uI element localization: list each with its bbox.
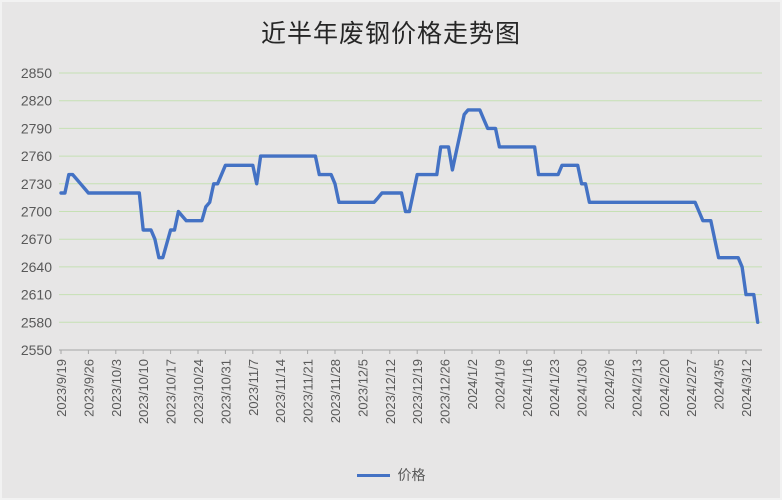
x-axis-label: 2023/11/28 bbox=[328, 359, 343, 423]
x-axis-label: 2024/3/12 bbox=[739, 359, 754, 417]
x-axis-label: 2023/11/21 bbox=[301, 359, 316, 423]
y-axis-label: 2820 bbox=[21, 93, 52, 109]
x-axis-label: 2023/12/26 bbox=[438, 359, 453, 424]
chart-legend: 价格 bbox=[2, 465, 780, 485]
x-axis-label: 2023/9/19 bbox=[54, 359, 69, 417]
x-axis-label: 2023/10/24 bbox=[191, 359, 206, 424]
x-axis-label: 2023/12/19 bbox=[410, 359, 425, 424]
x-axis-label: 2024/1/9 bbox=[492, 359, 507, 410]
y-axis-label: 2550 bbox=[21, 342, 52, 358]
price-line bbox=[59, 108, 760, 324]
y-axis-label: 2670 bbox=[21, 231, 52, 247]
legend-line-swatch bbox=[356, 473, 390, 477]
x-axis-label: 2024/2/13 bbox=[629, 359, 644, 417]
x-axis-label: 2023/10/31 bbox=[218, 359, 233, 424]
x-axis-label: 2024/1/16 bbox=[520, 359, 535, 417]
y-axis-label: 2700 bbox=[21, 204, 52, 220]
y-axis-label: 2850 bbox=[21, 65, 52, 81]
x-axis-label: 2024/2/6 bbox=[602, 359, 617, 410]
legend-series-label: 价格 bbox=[397, 467, 426, 483]
y-axis-label: 2580 bbox=[21, 314, 52, 330]
y-axis-label: 2610 bbox=[21, 287, 52, 303]
x-axis-label: 2023/11/7 bbox=[246, 359, 261, 416]
x-axis-label: 2024/1/23 bbox=[547, 359, 562, 417]
x-axis-label: 2024/2/20 bbox=[657, 359, 672, 417]
y-axis-label: 2640 bbox=[21, 259, 52, 275]
x-axis-label: 2024/2/27 bbox=[684, 359, 699, 417]
y-axis-label: 2760 bbox=[21, 148, 52, 164]
x-axis-label: 2023/9/26 bbox=[81, 359, 96, 417]
chart-title: 近半年废钢价格走势图 bbox=[260, 21, 521, 48]
x-axis-label: 2023/12/5 bbox=[355, 359, 370, 417]
x-axis-label: 2024/1/2 bbox=[465, 359, 480, 410]
y-axis-label: 2730 bbox=[21, 176, 52, 192]
x-axis-label: 2024/3/5 bbox=[712, 359, 727, 410]
x-axis-label: 2023/11/14 bbox=[273, 359, 288, 423]
x-axis-label: 2023/10/10 bbox=[136, 359, 151, 424]
x-axis-label: 2023/10/17 bbox=[164, 359, 179, 424]
y-axis-label: 2790 bbox=[21, 120, 52, 136]
x-axis-label: 2024/1/30 bbox=[575, 359, 590, 417]
x-axis-label: 2023/10/3 bbox=[109, 359, 124, 417]
x-axis-label: 2023/12/12 bbox=[383, 359, 398, 424]
